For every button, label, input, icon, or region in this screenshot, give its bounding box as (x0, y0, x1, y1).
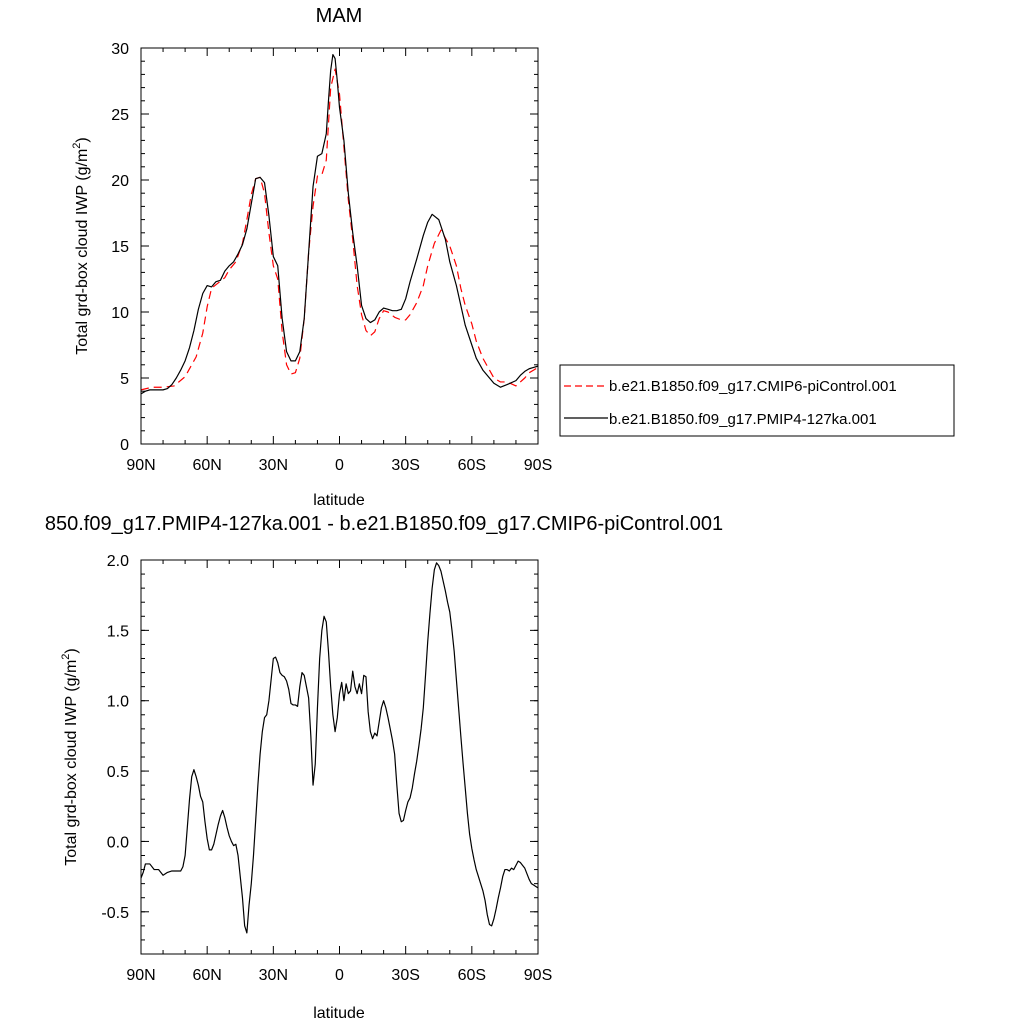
legend-box (559, 364, 955, 437)
legend: b.e21.B1850.f09_g17.CMIP6-piControl.001 … (559, 364, 955, 437)
bottom-x-tick-label: 90N (126, 967, 155, 984)
top-y-tick-label: 10 (111, 305, 129, 322)
bottom-y-axis-title: Total grd-box cloud IWP (g/m2) (60, 648, 80, 865)
bottom-plot: 850.f09_g17.PMIP4-127ka.001 - b.e21.B185… (45, 513, 723, 1022)
legend-label-pi-control: b.e21.B1850.f09_g17.CMIP6-piControl.001 (609, 378, 897, 395)
bottom-plot-title: 850.f09_g17.PMIP4-127ka.001 - b.e21.B185… (45, 513, 723, 535)
top-series-line-0 (140, 68, 539, 391)
top-x-tick-label: 90N (126, 457, 155, 474)
bottom-x-tick-label: 90S (524, 967, 552, 984)
bottom-x-tick-label: 0 (335, 967, 344, 984)
top-x-tick-label: 90S (524, 457, 552, 474)
top-x-tick-label: 30N (259, 457, 288, 474)
top-x-tick-label: 60S (458, 457, 486, 474)
top-plot-title: MAM (316, 5, 363, 27)
top-y-tick-label: 25 (111, 107, 129, 124)
top-y-axis-title: Total grd-box cloud IWP (g/m2) (71, 137, 91, 354)
top-y-tick-label: 30 (111, 41, 129, 58)
bottom-x-tick-label: 30N (259, 967, 288, 984)
bottom-y-tick-label: 1.0 (107, 694, 129, 711)
bottom-x-tick-label: 60N (192, 967, 221, 984)
bottom-y-tick-label: 1.5 (107, 623, 129, 640)
bottom-x-tick-label: 60S (458, 967, 486, 984)
top-y-tick-label: 15 (111, 239, 129, 256)
bottom-series-line-0 (140, 562, 539, 934)
top-series-line-1 (140, 53, 539, 395)
bottom-y-tick-label: 0.0 (107, 834, 129, 851)
bottom-y-tick-label: 2.0 (107, 553, 129, 570)
bottom-x-tick-label: 30S (391, 967, 419, 984)
bottom-y-tick-label: -0.5 (101, 905, 129, 922)
top-y-tick-label: 20 (111, 173, 129, 190)
top-plot: MAM 90N 60N 30N 0 30S 60S 90S 0 5 10 15 20 25 30 lati… (71, 5, 552, 509)
bottom-x-axis-title: latitude (313, 1005, 365, 1022)
top-y-tick-label: 0 (120, 437, 129, 454)
legend-label-127ka: b.e21.B1850.f09_g17.PMIP4-127ka.001 (609, 411, 877, 428)
bottom-plot-frame (140, 559, 539, 955)
top-x-axis-title: latitude (313, 492, 365, 509)
top-x-tick-label: 30S (391, 457, 419, 474)
top-x-tick-label: 60N (192, 457, 221, 474)
top-y-tick-label: 5 (120, 371, 129, 388)
bottom-y-tick-label: 0.5 (107, 764, 129, 781)
top-x-tick-label: 0 (335, 457, 344, 474)
